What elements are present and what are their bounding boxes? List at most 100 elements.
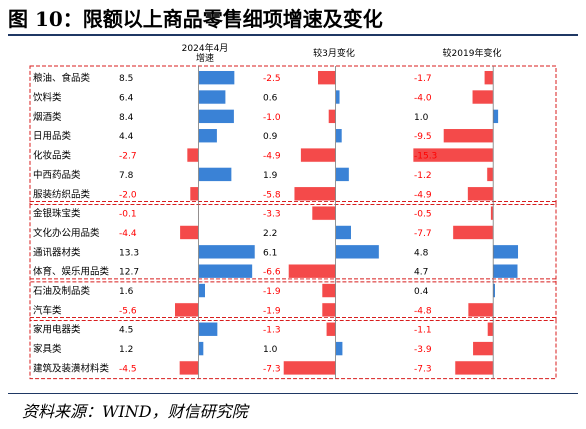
value-label: -3.3 <box>263 210 281 220</box>
bar <box>179 225 199 240</box>
category-label: 粮油、食品类 <box>33 72 91 84</box>
value-label: -4.4 <box>119 229 137 239</box>
category-label: 服装纺织品类 <box>33 188 91 200</box>
value-label: 4.8 <box>414 248 429 258</box>
value-label: 0.4 <box>414 287 429 297</box>
bar <box>186 147 199 163</box>
bar <box>288 263 336 279</box>
value-label: -6.6 <box>263 268 281 278</box>
value-label: 0.6 <box>263 94 278 104</box>
bar <box>328 109 336 124</box>
bar <box>321 302 336 318</box>
source-note: 资料来源：WIND，财信研究院 <box>22 402 248 421</box>
bar <box>283 360 336 376</box>
bar <box>198 244 256 260</box>
value-label: -5.6 <box>119 306 137 316</box>
category-label: 烟酒类 <box>33 111 62 123</box>
value-label: -2.5 <box>263 74 281 84</box>
value-label: -9.5 <box>414 132 432 142</box>
value-label: 4.4 <box>119 132 134 142</box>
bar <box>198 89 227 105</box>
value-label: -1.7 <box>414 74 432 84</box>
bar <box>454 360 494 376</box>
category-label: 文化办公用品类 <box>33 227 100 239</box>
value-label: 7.8 <box>119 171 134 181</box>
bar <box>452 225 494 240</box>
value-label: 0.9 <box>263 132 278 142</box>
value-label: 12.7 <box>119 268 139 278</box>
panel-header-3: 较2019年变化 <box>443 47 502 59</box>
value-label: 1.0 <box>263 345 278 355</box>
group-box-2 <box>29 200 557 283</box>
category-label: 中西药品类 <box>33 169 81 181</box>
bar <box>311 205 336 221</box>
bar <box>335 89 341 105</box>
bar <box>335 167 350 182</box>
title-divider <box>8 34 578 36</box>
bar <box>321 283 336 298</box>
category-label: 通讯器材类 <box>33 246 81 258</box>
category-label: 家用电器类 <box>33 324 81 336</box>
group-box-1 <box>29 65 557 205</box>
value-label: -1.9 <box>263 287 281 297</box>
panel-header-1: 2024年4月 <box>182 42 229 54</box>
bar <box>198 70 235 85</box>
bar <box>483 70 494 85</box>
bar <box>198 128 218 144</box>
value-label: 13.3 <box>119 248 139 258</box>
value-label: -1.0 <box>263 113 281 123</box>
bar <box>198 341 204 356</box>
bar <box>335 225 352 240</box>
bar <box>472 341 494 356</box>
value-label: -1.9 <box>263 306 281 316</box>
bar <box>467 302 494 318</box>
footer-divider <box>8 393 578 394</box>
bar <box>471 89 494 105</box>
value-label: -4.9 <box>414 190 432 200</box>
bar <box>492 109 499 124</box>
bar <box>189 186 199 202</box>
category-label: 体育、娱乐用品类 <box>33 266 110 278</box>
bar <box>198 109 235 124</box>
value-label: -1.3 <box>263 326 281 336</box>
category-label: 石油及制品类 <box>33 285 91 297</box>
value-label: -4.8 <box>414 306 432 316</box>
bar <box>492 263 519 279</box>
bar <box>467 186 494 202</box>
value-label: -7.3 <box>414 364 432 374</box>
figure-title: 图 10：限额以上商品零售细项增速及变化 <box>8 7 383 31</box>
value-label: 6.1 <box>263 248 277 258</box>
value-label: -4.9 <box>263 152 281 162</box>
bar <box>325 321 336 337</box>
category-label: 家具类 <box>33 343 62 355</box>
value-label: -4.0 <box>414 94 432 104</box>
bar <box>293 186 336 202</box>
value-label: 8.5 <box>119 74 133 84</box>
category-label: 汽车类 <box>33 304 62 316</box>
value-label: 2.2 <box>263 229 277 239</box>
value-label: -1.1 <box>414 326 432 336</box>
value-label: -2.0 <box>119 190 137 200</box>
value-label: -1.2 <box>414 171 432 181</box>
value-label: 8.4 <box>119 113 134 123</box>
value-label: -0.1 <box>119 210 137 220</box>
value-label: -15.3 <box>414 152 437 162</box>
panel-header-2: 较3月变化 <box>313 47 355 59</box>
value-label: 1.2 <box>119 345 133 355</box>
category-label: 建筑及装潢材料类 <box>33 362 110 374</box>
bar <box>300 147 336 163</box>
value-label: -7.3 <box>263 364 281 374</box>
bar <box>492 244 519 260</box>
value-label: 4.7 <box>414 268 428 278</box>
bar <box>198 283 206 298</box>
value-label: -0.5 <box>414 210 432 220</box>
bar <box>335 341 344 356</box>
value-label: 1.9 <box>263 171 278 181</box>
value-label: 6.4 <box>119 94 134 104</box>
category-label: 日用品类 <box>33 130 72 142</box>
value-label: -2.7 <box>119 152 137 162</box>
bar <box>487 321 494 337</box>
category-label: 化妆品类 <box>33 150 72 162</box>
group-box-3 <box>29 278 557 322</box>
